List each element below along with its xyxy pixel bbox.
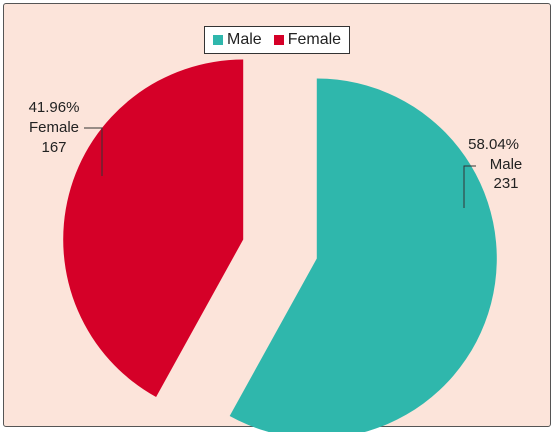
data-label-male-percent: 58.04% (468, 136, 519, 153)
data-label-female: 41.96% Female 167 (29, 99, 80, 156)
legend-item-female: Female (273, 31, 342, 49)
pie-slice-female (63, 59, 244, 398)
pie-slices (63, 59, 497, 432)
data-label-female-name: Female (29, 119, 79, 136)
legend-swatch-male (213, 35, 223, 45)
leader-line-female (84, 127, 103, 176)
data-label-male: 58.04% Male 231 (468, 136, 522, 192)
legend-label-male: Male (227, 31, 262, 48)
data-label-male-value: 231 (493, 175, 518, 192)
data-label-female-value: 167 (41, 139, 66, 156)
legend-label-female: Female (287, 31, 342, 48)
leader-line-male (463, 165, 476, 208)
leader-lines (84, 127, 476, 208)
pie-slice-male (229, 78, 497, 432)
legend-swatch-female (273, 35, 284, 45)
chart-legend: Male Female (204, 26, 351, 54)
data-label-male-name: Male (490, 156, 523, 173)
data-label-female-percent: 41.96% (29, 99, 80, 116)
legend-item-male: Male (213, 31, 262, 49)
